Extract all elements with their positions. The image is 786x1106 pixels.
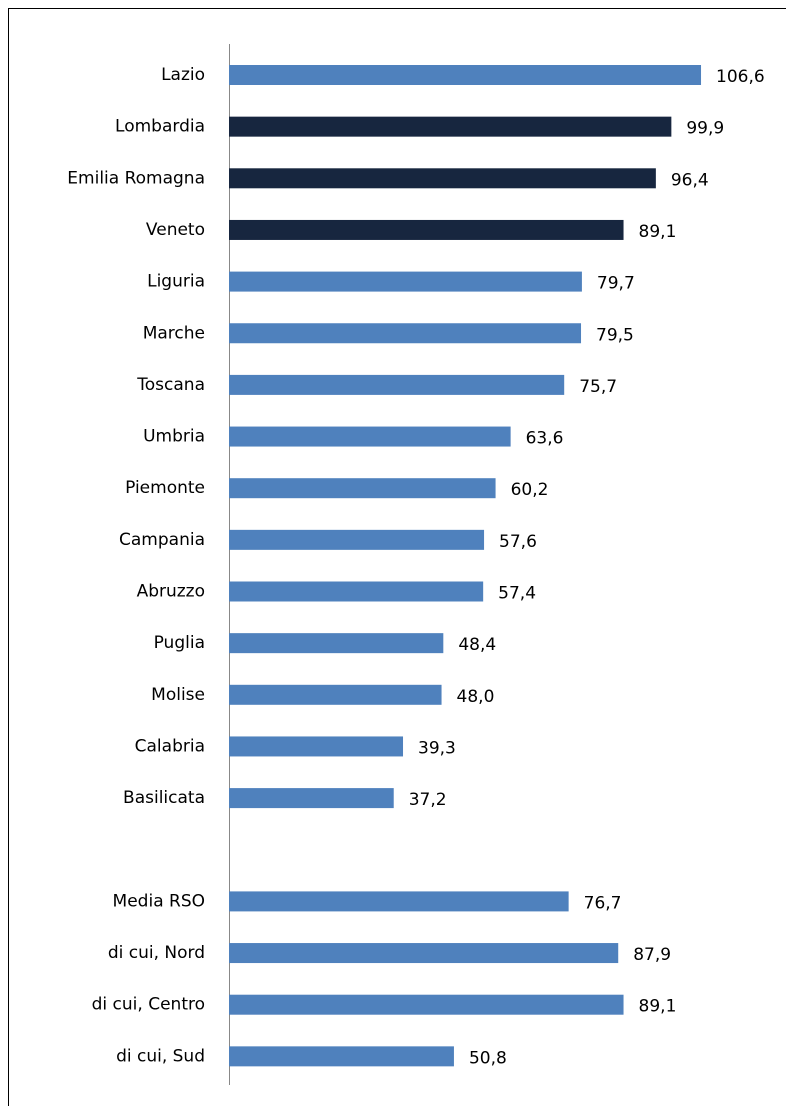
bar xyxy=(229,65,702,85)
value-label: 99,9 xyxy=(686,119,724,139)
value-label: 57,6 xyxy=(499,532,537,552)
value-label: 89,1 xyxy=(639,222,677,242)
bar xyxy=(229,994,624,1015)
category-label: Media RSO xyxy=(113,891,205,911)
bar xyxy=(229,633,444,654)
bar xyxy=(229,891,569,912)
value-label: 63,6 xyxy=(526,429,564,449)
value-label: 50,8 xyxy=(469,1048,507,1068)
category-label: di cui, Centro xyxy=(92,995,205,1015)
value-label: 60,2 xyxy=(511,480,549,500)
category-label: Marche xyxy=(143,323,205,343)
category-label: di cui, Nord xyxy=(108,943,205,963)
category-label: Lombardia xyxy=(115,117,205,137)
value-label: 96,4 xyxy=(671,170,709,190)
bar xyxy=(229,788,394,809)
category-label: Puglia xyxy=(154,633,205,653)
bar xyxy=(229,581,484,602)
value-label: 79,7 xyxy=(597,274,635,294)
value-label: 106,6 xyxy=(716,67,765,87)
bar xyxy=(229,943,619,964)
bar xyxy=(229,116,672,137)
value-label: 89,1 xyxy=(639,997,677,1017)
value-label: 37,2 xyxy=(409,790,447,810)
category-label: Liguria xyxy=(147,272,205,292)
category-label: Molise xyxy=(151,685,205,705)
bar xyxy=(229,736,404,757)
value-label: 76,7 xyxy=(584,893,622,913)
category-label: Abruzzo xyxy=(137,582,205,602)
bar xyxy=(229,1046,454,1067)
category-label: Campania xyxy=(119,530,205,550)
value-label: 48,0 xyxy=(457,687,495,707)
bar xyxy=(229,323,582,344)
category-label: Calabria xyxy=(135,736,205,756)
category-label: Veneto xyxy=(146,220,205,240)
category-label: Basilicata xyxy=(123,788,205,808)
bar xyxy=(229,219,624,240)
frame xyxy=(8,8,786,1106)
category-label: Toscana xyxy=(136,375,205,395)
category-label: Lazio xyxy=(161,65,205,85)
category-label: di cui, Sud xyxy=(116,1046,205,1066)
bar xyxy=(229,478,496,499)
category-label: Piemonte xyxy=(125,478,205,498)
value-label: 39,3 xyxy=(418,738,456,758)
value-label: 48,4 xyxy=(458,635,496,655)
value-label: 75,7 xyxy=(579,377,617,397)
value-label: 79,5 xyxy=(596,325,634,345)
bar xyxy=(229,374,565,395)
value-label: 57,4 xyxy=(498,584,536,604)
bar xyxy=(229,168,656,189)
bar xyxy=(229,529,485,550)
bar xyxy=(229,426,511,447)
bar xyxy=(229,684,442,705)
category-label: Emilia Romagna xyxy=(67,168,205,188)
bar xyxy=(229,271,582,292)
category-label: Umbria xyxy=(143,427,205,447)
value-label: 87,9 xyxy=(633,945,671,965)
